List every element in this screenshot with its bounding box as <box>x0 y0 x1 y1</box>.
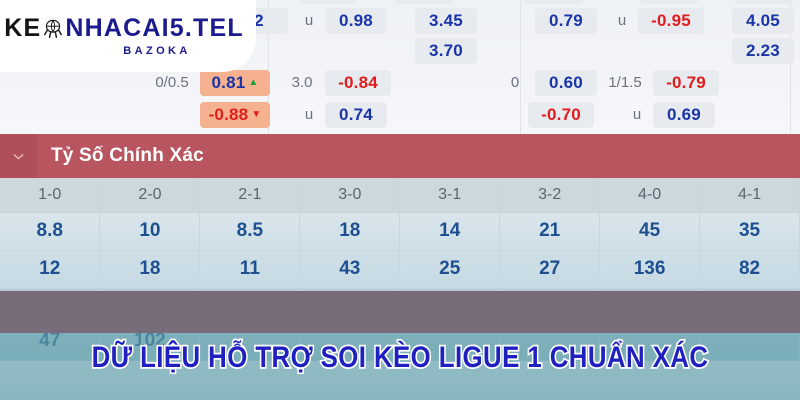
score-value-row-1-cell[interactable]: 35 <box>699 212 800 251</box>
odds-ou-marker-1: u <box>304 12 314 29</box>
score-value-row-1-cell[interactable]: 8.8 <box>0 212 101 251</box>
odds-over-1[interactable]: -0.84 <box>325 70 391 96</box>
score-value-row-2-cell[interactable]: 12 <box>0 250 101 289</box>
section-header-exact-score[interactable]: Tỷ Số Chính Xác <box>0 134 800 178</box>
score-value-row-1-cell[interactable]: 10 <box>99 212 201 251</box>
trend-up-icon: ▲ <box>248 77 259 88</box>
score-value-row-1-cell[interactable]: 45 <box>599 212 701 251</box>
odds-column-divider-1 <box>520 0 521 134</box>
odds-draw-1b-value: 3.70 <box>429 41 463 60</box>
odds-board: 2 u 0.98 3.45 0.79 u -0.95 4.05 3.70 2.23 0/0.5 0.8… <box>0 0 800 134</box>
score-header-row-cell: 3-2 <box>499 178 601 213</box>
odds-column-divider-0 <box>268 0 269 134</box>
odds-under-1[interactable]: 0.98 <box>325 8 387 34</box>
collapse-toggle[interactable] <box>0 134 37 178</box>
odds-under-1-value: 0.98 <box>339 11 373 30</box>
logo-text-dark: KE <box>4 13 42 42</box>
ou-line-label-1: 3.0 <box>291 74 313 91</box>
odds-away-hl-value: -0.88 <box>208 105 249 124</box>
score-value-row-2-cell[interactable]: 11 <box>199 250 301 289</box>
score-value-row-1-cell[interactable]: 8.5 <box>199 212 301 251</box>
site-logo[interactable]: KE NHACAI5.TEL BAZOKA <box>0 0 256 72</box>
score-value-row-2-cell[interactable]: 82 <box>699 250 800 289</box>
odds-away-2[interactable]: 4.05 <box>732 8 794 34</box>
odds-home-hl-value: 0.81 <box>211 73 246 92</box>
overlay-wash <box>0 333 800 400</box>
odds-draw-1-value: 3.45 <box>429 11 463 30</box>
score-header-row-cell: 1-0 <box>0 178 101 213</box>
odds-cut-e <box>640 0 698 4</box>
score-value-row-1: 8.8 10 8.5 18 14 21 45 35 <box>0 212 800 251</box>
odds-away-3[interactable]: -0.70 <box>528 102 594 128</box>
odds-home-hl[interactable]: 0.81 ▲ <box>200 70 270 96</box>
score-value-row-1-cell[interactable]: 14 <box>399 212 501 251</box>
logo-wordmark: KE NHACAI5.TEL <box>0 13 256 42</box>
ou-marker-4: u <box>632 106 642 123</box>
handicap-line-label-1: 0/0.5 <box>155 74 189 91</box>
score-header-row: 1-0 2-0 2-1 3-0 3-1 3-2 4-0 4-1 <box>0 178 800 213</box>
odds-ou-marker-2: u <box>617 12 627 29</box>
score-header-row-cell: 3-0 <box>299 178 401 213</box>
odds-away-3-value: -0.70 <box>541 105 581 124</box>
odds-away-2b[interactable]: 2.23 <box>732 38 794 64</box>
trend-down-icon: ▼ <box>251 109 262 120</box>
logo-text-light: NHACAI5.TEL <box>65 13 244 42</box>
score-header-row-cell: 4-0 <box>599 178 701 213</box>
odds-away-hl[interactable]: -0.88 ▼ <box>200 102 270 128</box>
odds-over-2[interactable]: -0.79 <box>653 70 719 96</box>
odds-draw-1b[interactable]: 3.70 <box>415 38 477 64</box>
odds-under-2[interactable]: -0.95 <box>638 8 704 34</box>
odds-cut-b <box>300 0 358 4</box>
overlay-band <box>0 291 800 333</box>
odds-under-4-value: 0.69 <box>667 105 701 124</box>
odds-home-2-value: 0.79 <box>549 11 583 30</box>
odds-cut-c <box>395 0 453 4</box>
logo-subtitle: BAZOKA <box>123 44 191 57</box>
odds-handicap-1-value: 2 <box>254 11 264 30</box>
odds-home-3-value: 0.60 <box>549 73 583 92</box>
score-header-row-cell: 2-0 <box>99 178 201 213</box>
odds-away-2-value: 4.05 <box>746 11 780 30</box>
odds-over-2-value: -0.79 <box>666 73 706 92</box>
odds-under-4[interactable]: 0.69 <box>653 102 715 128</box>
odds-away-2b-value: 2.23 <box>746 41 780 60</box>
score-value-row-2-cell[interactable]: 27 <box>499 250 601 289</box>
chevron-down-icon <box>10 148 27 165</box>
banner-headline: DỮ LIỆU HỖ TRỢ SOI KÈO LIGUE 1 CHUẨN XÁC <box>90 339 709 376</box>
score-value-row-2-cell[interactable]: 18 <box>99 250 201 289</box>
score-value-row-2-cell[interactable]: 25 <box>399 250 501 289</box>
ou-line-label-2: 1/1.5 <box>608 74 642 91</box>
score-header-row-cell: 4-1 <box>699 178 800 213</box>
score-header-row-cell: 2-1 <box>199 178 301 213</box>
odds-under-3[interactable]: 0.74 <box>325 102 387 128</box>
score-value-row-1-cell[interactable]: 21 <box>499 212 601 251</box>
odds-under-2-value: -0.95 <box>651 11 691 30</box>
score-value-row-2-cell[interactable]: 136 <box>599 250 701 289</box>
ou-marker-3: u <box>304 106 314 123</box>
odds-column-divider-2 <box>790 0 791 134</box>
odds-draw-1[interactable]: 3.45 <box>415 8 477 34</box>
odds-home-3[interactable]: 0.60 <box>535 70 597 96</box>
section-title: Tỷ Số Chính Xác <box>51 145 204 166</box>
globe-character-icon <box>42 18 64 40</box>
handicap-line-label-2: 0 <box>510 74 520 91</box>
odds-cut-d <box>525 0 583 4</box>
odds-over-1-value: -0.84 <box>338 73 378 92</box>
odds-cut-f <box>735 0 793 4</box>
score-value-row-2-cell[interactable]: 43 <box>299 250 401 289</box>
odds-under-3-value: 0.74 <box>339 105 373 124</box>
score-value-row-2: 12 18 11 43 25 27 136 82 <box>0 250 800 289</box>
score-header-row-cell: 3-1 <box>399 178 501 213</box>
score-value-row-1-cell[interactable]: 18 <box>299 212 401 251</box>
odds-home-2[interactable]: 0.79 <box>535 8 597 34</box>
